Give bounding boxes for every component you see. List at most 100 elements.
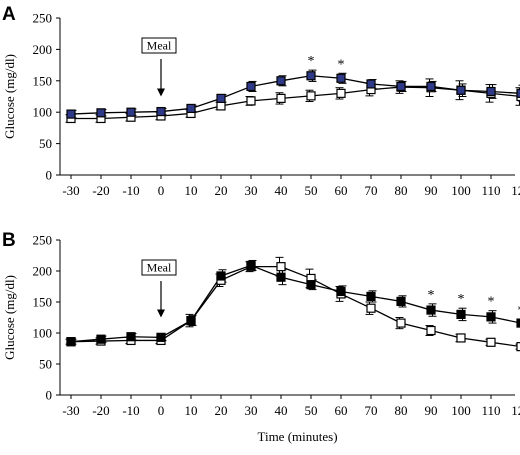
panel-b-x-tick-label: 0 <box>158 403 165 418</box>
panel-b-series-open-point <box>487 338 495 346</box>
panel-b-significance-star: * <box>428 288 435 303</box>
panel-b-series-filled-line <box>71 265 520 341</box>
panel-a-meal-label: Meal <box>147 39 172 53</box>
panel-b-y-tick-label: 0 <box>46 388 53 403</box>
panel-a-series-open-line <box>71 87 520 118</box>
panel-b-x-tick-label: 100 <box>451 403 471 418</box>
panel-a-x-tick-label: 120 <box>511 183 520 198</box>
panel-a-x-tick-label: 80 <box>395 183 408 198</box>
panel-a-series-filled-point <box>67 110 75 118</box>
panel-b-x-tick-label: 110 <box>481 403 500 418</box>
panel-b-y-tick-label: 150 <box>33 295 53 310</box>
panel-a-x-tick-label: 40 <box>275 183 288 198</box>
panel-b-x-tick-label: -10 <box>122 403 139 418</box>
panel-a-x-tick-label: 110 <box>481 183 500 198</box>
panel-b-x-tick-label: 30 <box>245 403 258 418</box>
panel-b-x-tick-label: 40 <box>275 403 288 418</box>
panel-a-y-tick-label: 50 <box>39 136 52 151</box>
panel-b-series-filled-point <box>337 287 345 295</box>
panel-a-series-open-point <box>247 97 255 105</box>
panel-a-x-tick-label: 20 <box>215 183 228 198</box>
panel-b-series-filled-point <box>157 333 165 341</box>
panel-b-series-open-point <box>367 304 375 312</box>
panel-a-series-filled-point <box>397 82 405 90</box>
panel-a-series-open-point <box>307 92 315 100</box>
panel-a-series-filled-point <box>127 108 135 116</box>
panel-b-series-filled-point <box>427 306 435 314</box>
panel-a-series-filled-point <box>277 77 285 85</box>
panel-b-series-filled-point <box>307 281 315 289</box>
panel-a-series-filled-line <box>71 76 520 114</box>
panel-a-series-filled <box>69 70 520 118</box>
panel-b-series-filled-point <box>127 333 135 341</box>
panel-a-series-open-point <box>337 89 345 97</box>
panel-b-series-filled-point <box>217 272 225 280</box>
panel-b-y-tick-label: 250 <box>33 233 53 248</box>
panel-b-series-filled-point <box>487 313 495 321</box>
panel-a-x-tick-label: -20 <box>92 183 109 198</box>
panel-a-x-tick-label: 60 <box>335 183 348 198</box>
panel-b-series-open-point <box>277 263 285 271</box>
panel-b-x-tick-label: 50 <box>305 403 318 418</box>
panel-a-series-open-point <box>277 94 285 102</box>
panel-b-x-axis-title: Time (minutes) <box>257 429 337 444</box>
panel-b-series-filled-point <box>97 335 105 343</box>
panel-b-series-filled-point <box>187 317 195 325</box>
panel-b-x-tick-label: 80 <box>395 403 408 418</box>
panel-a-series-filled-point <box>457 86 465 94</box>
panel-b-series-open-point <box>427 327 435 335</box>
panel-a-x-tick-label: -30 <box>62 183 79 198</box>
panel-b-significance-star: * <box>458 292 465 307</box>
panel-b-significance-star: * <box>488 295 495 310</box>
panel-b-series-filled-point <box>367 292 375 300</box>
panel-b-letter: B <box>2 230 16 251</box>
panel-a-significance-star: * <box>308 54 315 69</box>
panel-a-y-tick-label: 0 <box>46 168 53 183</box>
panel-b-meal-label: Meal <box>147 261 172 275</box>
panel-a-y-tick-label: 250 <box>33 11 53 26</box>
panel-a-series-filled-point <box>157 108 165 116</box>
panel-b-x-tick-label: -20 <box>92 403 109 418</box>
panel-a-series-filled-point <box>97 109 105 117</box>
panel-b-x-tick-label: 70 <box>365 403 378 418</box>
panel-b-y-axis-title: Glucose (mg/dl) <box>2 275 17 360</box>
panel-b-x-tick-label: 90 <box>425 403 438 418</box>
panel-b-series-open-point <box>397 319 405 327</box>
panel-a-series-filled-point <box>217 94 225 102</box>
panel-b-x-tick-label: 120 <box>511 403 520 418</box>
panel-a-series-filled-point <box>337 74 345 82</box>
panel-a-letter: A <box>2 4 16 25</box>
panel-a-y-tick-label: 100 <box>33 105 53 120</box>
panel-a-series-filled-point <box>367 80 375 88</box>
panel-a-x-tick-label: 70 <box>365 183 378 198</box>
panel-b-y-tick-label: 50 <box>39 357 52 372</box>
panel-a-y-axis-title: Glucose (mg/dl) <box>2 54 17 139</box>
panel-a-x-tick-label: 50 <box>305 183 318 198</box>
panel-a-series-filled-point <box>427 82 435 90</box>
panel-a-x-tick-label: 0 <box>158 183 165 198</box>
panel-b-series-filled-point <box>457 310 465 318</box>
panel-a-series-open-point <box>217 102 225 110</box>
panel-a-x-tick-label: 100 <box>451 183 471 198</box>
panel-a-series-filled-point <box>187 104 195 112</box>
panel-a-y-tick-label: 200 <box>33 42 53 57</box>
panel-b-series-filled-point <box>247 261 255 269</box>
panel-a-series-filled-point <box>247 82 255 90</box>
panel-a-series-filled-point <box>307 72 315 80</box>
panel-b-series-filled-point <box>397 297 405 305</box>
panel-b-y-tick-label: 100 <box>33 326 53 341</box>
panel-b-series-filled <box>69 260 520 344</box>
panel-b-x-tick-label: 10 <box>185 403 198 418</box>
panel-b-y-tick-label: 200 <box>33 264 53 279</box>
panel-b-x-tick-label: -30 <box>62 403 79 418</box>
panel-b-meal-arrow-head <box>157 310 165 318</box>
panel-b-series-filled-point <box>67 338 75 346</box>
panel-a-meal-arrow-head <box>157 89 165 97</box>
panel-a-series-filled-point <box>487 87 495 95</box>
panel-b-series-filled-point <box>277 273 285 281</box>
panel-a-x-tick-label: -10 <box>122 183 139 198</box>
